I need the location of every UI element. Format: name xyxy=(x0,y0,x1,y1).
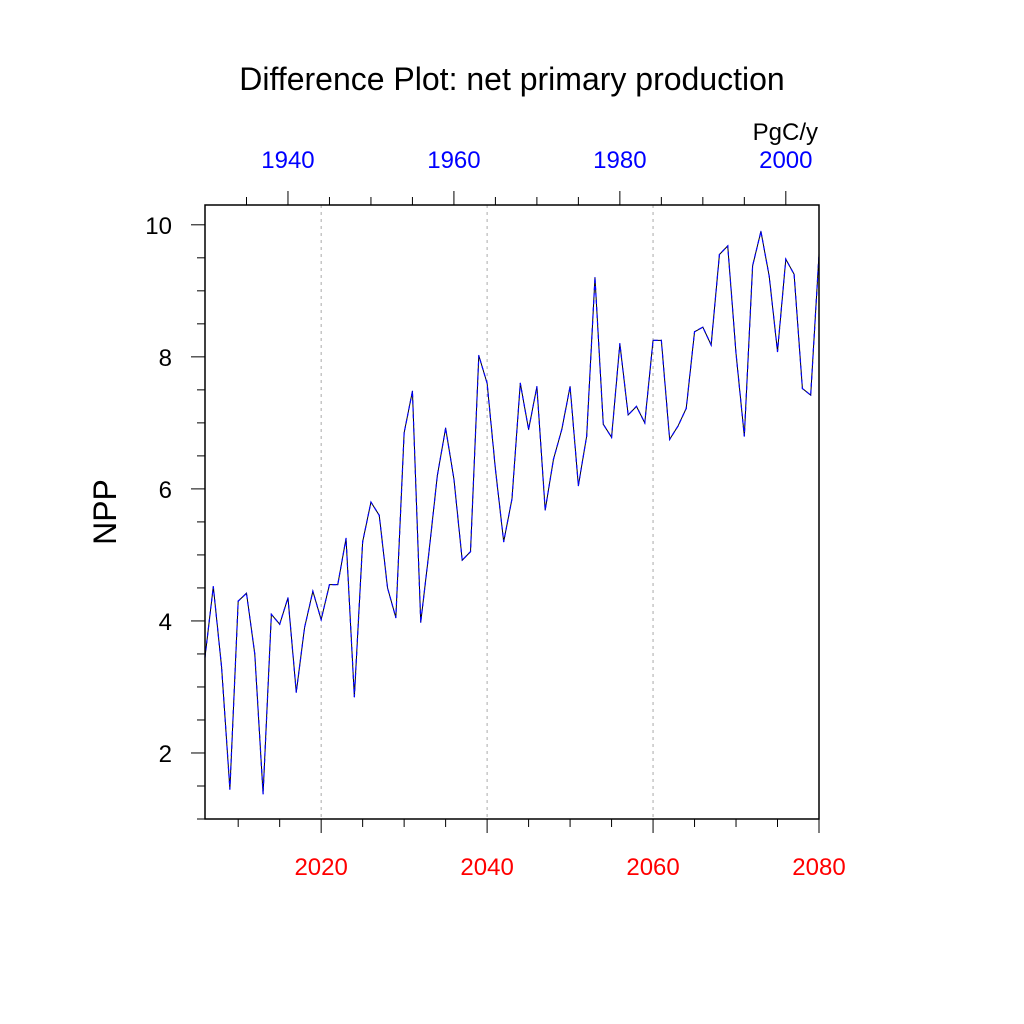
data-point-2007 xyxy=(212,586,214,588)
grid-lines xyxy=(320,205,654,819)
axes-group: 2020 2040 2060 2080 1940 1960 1980 2000 2 4 6 8 10 xyxy=(145,147,845,881)
data-point-2029 xyxy=(395,617,397,619)
top-tick-label-1960: 1960 xyxy=(427,147,480,174)
data-point-2031 xyxy=(411,390,414,392)
series-line-0-base xyxy=(204,231,820,794)
data-point-2041 xyxy=(494,468,497,470)
data-point-2060 xyxy=(652,339,654,341)
data-point-2024 xyxy=(353,696,355,698)
x-tick-label-2060: 2060 xyxy=(626,854,679,881)
y-tick-label-4: 4 xyxy=(159,609,172,636)
data-point-2069 xyxy=(727,245,729,247)
top-tick-label-1980: 1980 xyxy=(593,147,646,174)
data-point-2047 xyxy=(544,509,546,511)
data-point-2068 xyxy=(718,253,721,256)
data-point-2038 xyxy=(469,551,472,553)
data-point-2042 xyxy=(503,541,505,543)
data-point-2045 xyxy=(527,428,530,431)
data-point-2012 xyxy=(254,653,256,655)
data-point-2072 xyxy=(752,265,754,267)
data-point-2013 xyxy=(262,793,264,795)
data-point-2050 xyxy=(569,385,571,388)
data-point-2023 xyxy=(345,537,347,540)
data-point-2016 xyxy=(287,597,289,599)
y-tick-label-2: 2 xyxy=(159,741,172,768)
y-tick-label-8: 8 xyxy=(159,345,172,372)
data-point-2046 xyxy=(536,385,538,388)
series-group xyxy=(204,230,820,795)
data-point-2037 xyxy=(461,559,463,561)
data-point-2043 xyxy=(511,498,513,500)
top-tick-label-2000: 2000 xyxy=(759,147,812,174)
data-point-2074 xyxy=(768,275,770,277)
data-point-2009 xyxy=(229,788,231,790)
data-point-2048 xyxy=(552,458,555,460)
x-tick-label-2080: 2080 xyxy=(792,854,845,881)
data-point-2070 xyxy=(735,352,737,355)
data-point-2062 xyxy=(669,438,671,440)
data-point-2017 xyxy=(295,691,297,693)
data-point-2010 xyxy=(237,600,239,602)
data-point-2071 xyxy=(743,435,745,437)
data-point-2051 xyxy=(577,484,579,487)
data-point-2055 xyxy=(610,436,613,438)
data-point-2059 xyxy=(644,422,646,424)
series-line-0 xyxy=(204,231,820,794)
data-point-2022 xyxy=(337,584,339,586)
data-point-2073 xyxy=(760,230,762,233)
chart-title: Difference Plot: net primary production xyxy=(239,61,784,97)
data-point-2030 xyxy=(403,432,405,434)
x-tick-label-2040: 2040 xyxy=(460,854,513,881)
data-point-2034 xyxy=(436,475,438,477)
data-point-2026 xyxy=(370,501,372,503)
data-point-2033 xyxy=(428,551,430,553)
data-point-2078 xyxy=(801,387,804,390)
data-point-2015 xyxy=(279,623,281,625)
data-point-2032 xyxy=(420,621,422,623)
data-point-2065 xyxy=(693,331,696,333)
data-point-2044 xyxy=(519,382,521,384)
data-point-2040 xyxy=(486,382,488,384)
data-point-2011 xyxy=(245,592,248,594)
y-tick-label-10: 10 xyxy=(145,213,172,240)
data-point-2035 xyxy=(445,427,447,429)
data-point-2014 xyxy=(270,613,272,615)
data-point-2061 xyxy=(660,339,662,341)
data-point-2039 xyxy=(478,354,480,357)
data-point-2036 xyxy=(453,478,455,480)
plot-frame xyxy=(204,204,820,820)
data-point-2025 xyxy=(362,541,364,543)
data-point-2064 xyxy=(685,407,687,409)
data-point-2020 xyxy=(320,619,322,621)
data-point-2049 xyxy=(561,428,563,431)
y-tick-label-6: 6 xyxy=(159,477,172,504)
data-point-2028 xyxy=(386,587,389,589)
data-point-2057 xyxy=(627,414,629,416)
data-point-2066 xyxy=(702,326,704,328)
data-point-2079 xyxy=(810,394,812,396)
data-point-2019 xyxy=(312,590,314,592)
data-point-2067 xyxy=(710,344,712,346)
data-point-2053 xyxy=(594,277,596,279)
x-tick-label-2020: 2020 xyxy=(294,854,347,881)
data-point-2008 xyxy=(220,666,223,668)
data-point-2018 xyxy=(303,626,306,629)
data-point-2075 xyxy=(776,350,779,353)
data-point-2063 xyxy=(677,425,679,427)
data-point-2056 xyxy=(619,343,621,345)
data-point-2077 xyxy=(793,273,795,275)
data-point-2021 xyxy=(328,584,331,586)
data-point-2052 xyxy=(586,435,588,437)
data-point-2076 xyxy=(785,258,787,260)
data-point-2054 xyxy=(602,423,604,425)
y-axis-label: NPP xyxy=(87,479,123,545)
data-point-2027 xyxy=(378,514,380,516)
top-tick-label-1940: 1940 xyxy=(261,147,314,174)
data-point-2058 xyxy=(635,405,638,407)
units-label: PgC/y xyxy=(753,119,818,146)
